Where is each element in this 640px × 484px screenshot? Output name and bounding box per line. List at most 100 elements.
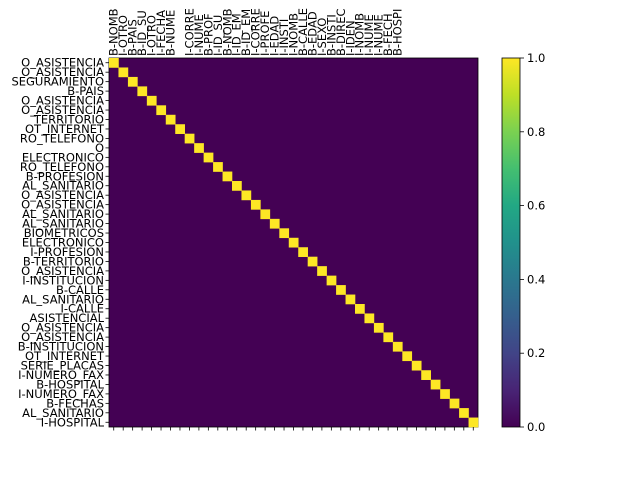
heatmap-cell-diagonal [137,86,148,97]
x-tick-label: I-CORRE [249,8,263,56]
y-tick-label: AL_SANITARIO [22,179,104,193]
x-tick-label: I-NUME [372,14,386,56]
colorbar-tick-label: 0.2 [527,346,545,360]
colorbar [502,58,520,427]
heatmap-cell-diagonal [222,171,233,182]
x-tick-label: B-ID_EM [239,9,253,56]
heatmap-cell-diagonal [194,143,204,153]
x-tick-label: I-NUME [362,14,376,56]
y-tick-label: AL_SANITARIO [22,292,104,306]
y-tick-label: ASISTENCIAL [30,311,105,325]
heatmap-cell-diagonal [127,76,138,87]
x-tick-label: I-EDAD [268,16,282,56]
heatmap-cell-diagonal [468,417,479,428]
colorbar-tick-label: 0.4 [527,272,545,286]
y-tick-label: O_ASISTENCIA [21,188,104,202]
y-tick-label: O_ASISTENCIA [21,198,104,212]
y-tick-label: B-INSTITUCION [18,340,104,354]
x-tick-label: I-ID_SU [211,15,225,56]
x-tick-label: B-EDAD [305,11,319,56]
heatmap-cell-diagonal [411,360,422,371]
y-tick-label: O_ASISTENCIA [21,56,104,70]
heatmap-cell-diagonal [175,124,185,134]
heatmap-cell-diagonal [373,322,384,333]
y-tick-label: AL_SANITARIO [22,207,104,221]
x-tick-label: B-HOSPI [391,9,405,56]
y-tick-label: I-INSTITUCION [22,273,104,287]
x-tick-label: B-FECH [381,13,395,56]
y-tick-label: O_ASISTENCIA [21,65,104,79]
heatmap-cell-diagonal [269,218,280,229]
x-tick-label: B-CALLE [296,8,310,56]
x-tick-label: B-PROF [201,13,215,56]
x-tick-label: B-NOMB [107,8,121,56]
heatmap-cell-diagonal [449,398,460,409]
x-tick-label: I-NUME [192,14,206,56]
heatmap-cell-diagonal [232,181,242,191]
heatmap-cell-diagonal [430,379,441,390]
heatmap-cell-diagonal [317,266,327,276]
y-tick-label: RO_TELEFONO [20,131,104,145]
x-tick-label: I-NOMB [353,13,367,56]
y-tick-label: AL_SANITARIO [22,217,104,231]
heatmap-cell-diagonal [402,351,413,362]
heatmap-cell-diagonal [250,199,261,210]
y-tick-label: OT_INTERNET [25,122,105,136]
y-tick-label: I-NUMERO_FAX [18,387,104,401]
heatmap-cell-diagonal [440,389,450,399]
x-tick-label: I-NOMB [287,13,301,56]
heatmap-cell-diagonal [336,285,346,295]
x-tick-label: B-PAIS [126,19,140,56]
colorbar-frame [501,57,521,428]
y-tick-label: AL_SANITARIO [22,406,104,420]
heatmap-cell-diagonal [146,95,157,106]
y-tick-label: BIOMETRICOS [24,226,104,240]
heatmap-cell-diagonal [383,332,394,343]
heatmap-cell-diagonal [421,370,431,380]
colorbar-tick-label: 1.0 [527,51,545,65]
heatmap-cell-diagonal [459,408,469,418]
y-tick-label: O_ASISTENCIA [21,103,104,117]
colorbar-tick-label: 0.0 [527,420,545,434]
heatmap-cell-diagonal [165,114,176,125]
heatmap-cell-diagonal [364,313,375,324]
x-tick-label: I-INSTI [277,19,291,56]
y-tick-label: B-FECHAS [46,396,104,410]
y-tick-label: B-PROFESION [26,169,104,183]
y-tick-label: B-PAIS [67,84,104,98]
y-tick-label: I-HOSPITAL [41,415,105,429]
y-tick-label: SERIE_PLACAS [21,359,104,373]
x-tick-label: I-SEXO [315,18,329,56]
heatmap-cell-diagonal [118,67,129,78]
x-tick-label: I-CORRE [182,8,196,56]
y-tick-label: ELECTRONICO [22,150,104,164]
x-tick-label: I-IDEN [343,20,357,56]
y-tick-label: SEGURAMIENTO [11,75,104,89]
y-tick-label: TERRITORIO [33,113,104,127]
colorbar-tick-label: 0.6 [527,199,545,213]
y-tick-label: B-TERRITORIO [23,254,104,268]
heatmap-cell-diagonal [260,209,271,220]
heatmap-cell-diagonal [345,294,356,305]
y-tick-label: O_ASISTENCIA [21,264,104,278]
y-tick-label: OT_INTERNET [25,349,105,363]
y-tick-label: O [95,141,104,155]
y-tick-label: I-NUMERO_FAX [18,368,104,382]
heatmap-cell-diagonal [241,190,252,201]
heatmap-cell-diagonal [184,133,195,144]
heatmap-cell-diagonal [392,341,403,352]
x-tick-label: B-NUME [164,10,178,56]
x-tick-label: I-OTRO [116,15,130,56]
heatmap-cell-diagonal [279,228,290,239]
x-tick-label: B-INSTI [324,14,338,56]
x-tick-label: B-DIREC [334,8,348,56]
heatmap-cell-diagonal [156,105,167,116]
heatmap-cell-diagonal [213,162,223,172]
heatmap-cell-diagonal [109,58,119,68]
y-tick-label: O_ASISTENCIA [21,330,104,344]
heatmap-cell-diagonal [355,304,365,314]
y-tick-label: RO_TELEFONO [20,160,104,174]
y-tick-label: ELECTRONICO [22,236,104,250]
x-tick-label: I-FECHA [154,10,168,56]
